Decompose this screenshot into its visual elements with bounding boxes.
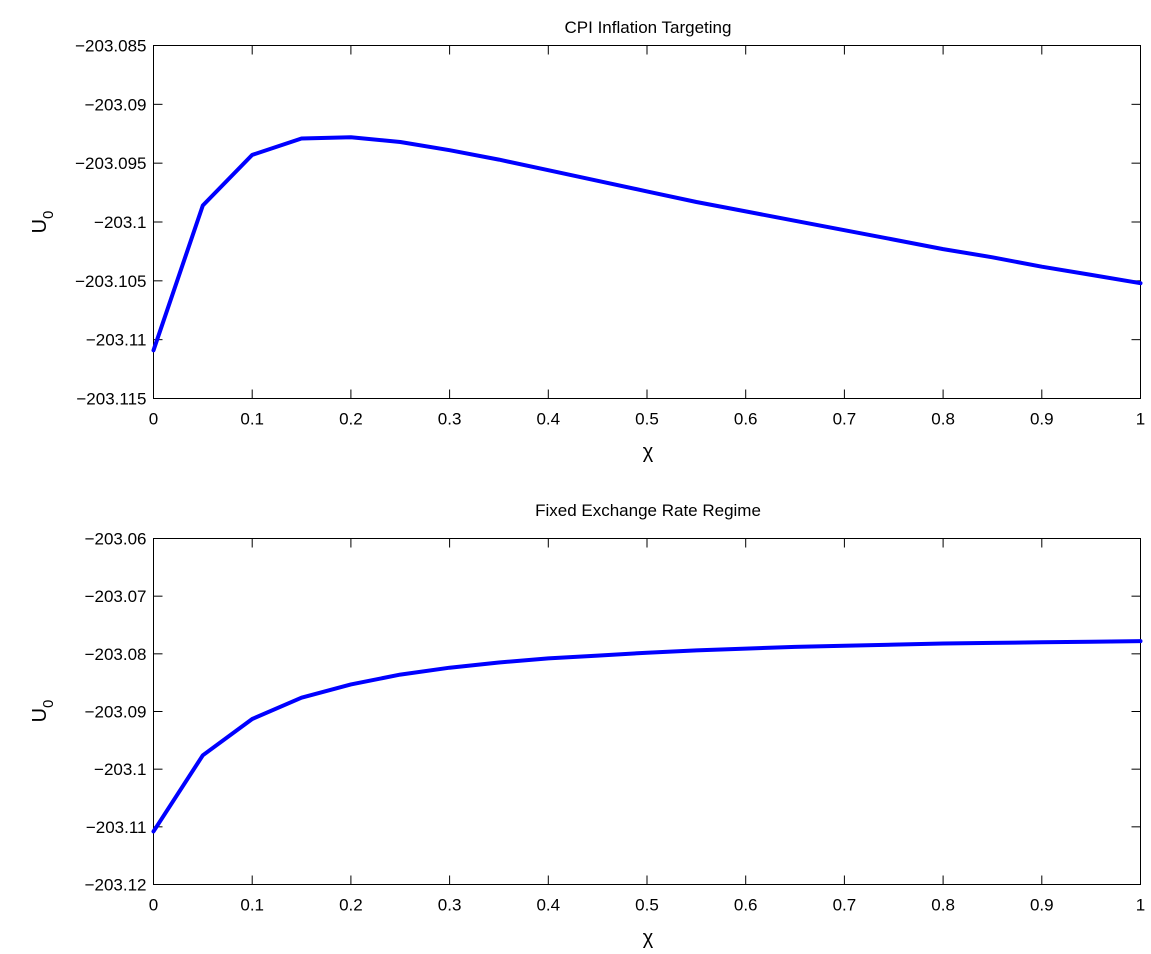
x-tick-label: 0.9 [1030, 896, 1054, 915]
x-tick-label: 0.6 [734, 896, 758, 915]
x-tick-label: 0.8 [931, 896, 955, 915]
chart-panel-fixed-exchange-rate-regime: Fixed Exchange Rate Regime 0 0.1 0.2 0.3 0.4… [29, 501, 1145, 949]
y-axis-label: U0 [29, 211, 57, 234]
y-axis-label-subscript: 0 [40, 211, 57, 219]
chart-title: Fixed Exchange Rate Regime [535, 501, 761, 520]
series-line [151, 135, 1143, 353]
y-axis: −203.085 −203.09 −203.095 −203.1 −203.105 −20… [75, 37, 1141, 409]
x-axis: 0 0.1 0.2 0.3 0.4 0.5 0.6 0.7 0.8 0.9 1 [149, 538, 1145, 915]
y-tick-label: −203.09 [85, 703, 147, 722]
data-points [153, 641, 1141, 832]
x-tick-label: 0 [149, 410, 158, 429]
y-tick-label: −203.11 [86, 331, 147, 350]
y-tick-label: −203.095 [75, 154, 146, 173]
x-tick-label: 0.5 [635, 896, 659, 915]
x-axis-label: χ [643, 441, 654, 463]
series-line [151, 639, 1143, 834]
y-tick-label: −203.12 [85, 876, 147, 895]
x-tick-label: 0.7 [833, 896, 857, 915]
x-axis: 0 0.1 0.2 0.3 0.4 0.5 0.6 0.7 0.8 0.9 1 [149, 45, 1145, 429]
x-tick-label: 0.1 [240, 896, 264, 915]
y-tick-label: −203.115 [76, 390, 146, 409]
y-tick-label: −203.11 [86, 818, 147, 837]
plot-area [153, 538, 1141, 885]
y-tick-label: −203.1 [94, 760, 146, 779]
x-tick-label: 0.2 [339, 410, 363, 429]
x-tick-label: 0.1 [240, 410, 264, 429]
x-tick-label: 0.4 [536, 410, 560, 429]
y-tick-label: −203.085 [75, 37, 146, 56]
y-axis-label-main: U [29, 708, 51, 722]
y-axis: −203.06 −203.07 −203.08 −203.09 −203.1 −203.1… [85, 530, 1141, 895]
svg-text:U0: U0 [29, 211, 57, 234]
chart-title: CPI Inflation Targeting [565, 18, 732, 37]
plot-area [153, 45, 1141, 399]
y-axis-label-main: U [29, 219, 51, 233]
x-tick-label: 0.8 [931, 410, 955, 429]
y-tick-label: −203.08 [85, 645, 147, 664]
x-tick-label: 0.3 [438, 410, 462, 429]
x-tick-label: 0.4 [536, 896, 560, 915]
svg-text:U0: U0 [29, 700, 57, 723]
x-tick-label: 0 [149, 896, 158, 915]
y-tick-label: −203.07 [85, 587, 147, 606]
chart-panel-cpi-inflation-targeting: CPI Inflation Targeting 0 0.1 0.2 0.3 0.4 0.5… [29, 18, 1145, 463]
x-tick-label: 0.7 [833, 410, 857, 429]
y-axis-label: U0 [29, 700, 57, 723]
x-tick-label: 0.3 [438, 896, 462, 915]
x-tick-label: 1 [1136, 410, 1145, 429]
x-tick-label: 0.5 [635, 410, 659, 429]
x-tick-label: 0.2 [339, 896, 363, 915]
y-tick-label: −203.09 [85, 95, 147, 114]
y-tick-label: −203.105 [75, 272, 146, 291]
x-tick-label: 1 [1136, 896, 1145, 915]
x-tick-label: 0.6 [734, 410, 758, 429]
y-axis-label-subscript: 0 [40, 700, 57, 708]
x-axis-label: χ [643, 927, 654, 949]
y-tick-label: −203.06 [85, 530, 147, 549]
y-tick-label: −203.1 [94, 213, 146, 232]
x-tick-label: 0.9 [1030, 410, 1054, 429]
data-points [153, 137, 1141, 351]
